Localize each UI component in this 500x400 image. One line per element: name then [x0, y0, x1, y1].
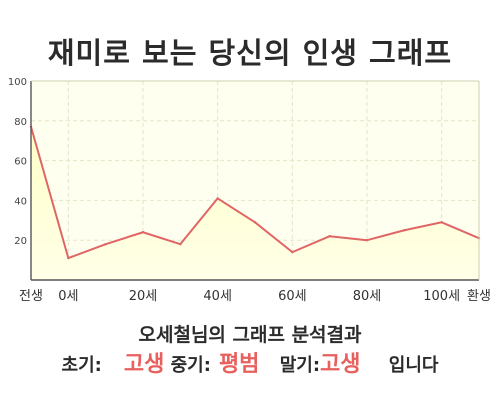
early-value: 고생 [123, 352, 165, 377]
series-line-segment [216, 197, 256, 224]
x-tick-label: 0세 [58, 289, 78, 304]
series-line-segment [67, 243, 107, 260]
mid-value: 평범 [218, 352, 260, 377]
y-tick-label: 20 [14, 236, 27, 247]
series-line-segment [291, 235, 331, 254]
series-line-segment [104, 231, 144, 246]
result-summary: 초기: 고생 중기: 평범 말기:고생 입니다 [0, 346, 500, 378]
y-tick-label: 100 [8, 77, 27, 88]
series-line-segment [30, 125, 70, 260]
axes [30, 80, 480, 281]
data-point [179, 242, 182, 246]
x-tick-label: 100세 [423, 289, 460, 304]
series-line-segment [440, 221, 480, 240]
data-point [253, 221, 257, 224]
data-point [365, 239, 369, 242]
series-line-segment [179, 197, 219, 246]
x-tick-labels: 전생 0세 20세 40세 60세 80세 100세 환생 [19, 289, 491, 304]
x-tick-label: 20세 [129, 289, 158, 304]
late-label: 말기: [279, 355, 321, 376]
y-tick-labels: 20 40 60 80 100 [8, 77, 27, 247]
x-tick-label: 전생 [19, 289, 43, 304]
mid-label: 중기: [170, 355, 211, 376]
data-point [216, 197, 219, 200]
data-point [67, 256, 70, 260]
x-tick-label: 60세 [278, 289, 307, 304]
y-tick-label: 40 [14, 196, 27, 207]
x-tick-label: 환생 [467, 289, 491, 304]
data-point [141, 231, 145, 234]
life-graph-chart: 20 40 60 80 100 전생 0세 20세 40세 60세 80세 100세 환생 [8, 77, 491, 304]
page-title: 재미로 보는 당신의 인생 그래프 [47, 36, 453, 70]
y-tick-label: 80 [14, 117, 27, 128]
ending-text: 입니다 [388, 355, 439, 376]
early-label: 초기: [61, 355, 102, 376]
series-line-segment [254, 221, 294, 254]
series-line-group [29, 125, 481, 260]
data-point [328, 235, 331, 238]
late-value: 고생 [320, 352, 361, 377]
x-tick-label: 80세 [353, 289, 382, 304]
data-point [403, 229, 406, 232]
data-point [291, 250, 294, 254]
y-tick-label: 60 [14, 157, 27, 168]
area-fill [31, 126, 479, 281]
series-line-segment [403, 221, 443, 232]
data-point [104, 242, 107, 246]
x-tick-label: 40세 [203, 289, 232, 304]
series-line-segment [328, 235, 368, 242]
result-title: 오세철님의 그래프 분석결과 [138, 324, 362, 346]
data-point [440, 221, 443, 224]
series-line-segment [142, 231, 182, 246]
series-line-segment [366, 229, 406, 242]
